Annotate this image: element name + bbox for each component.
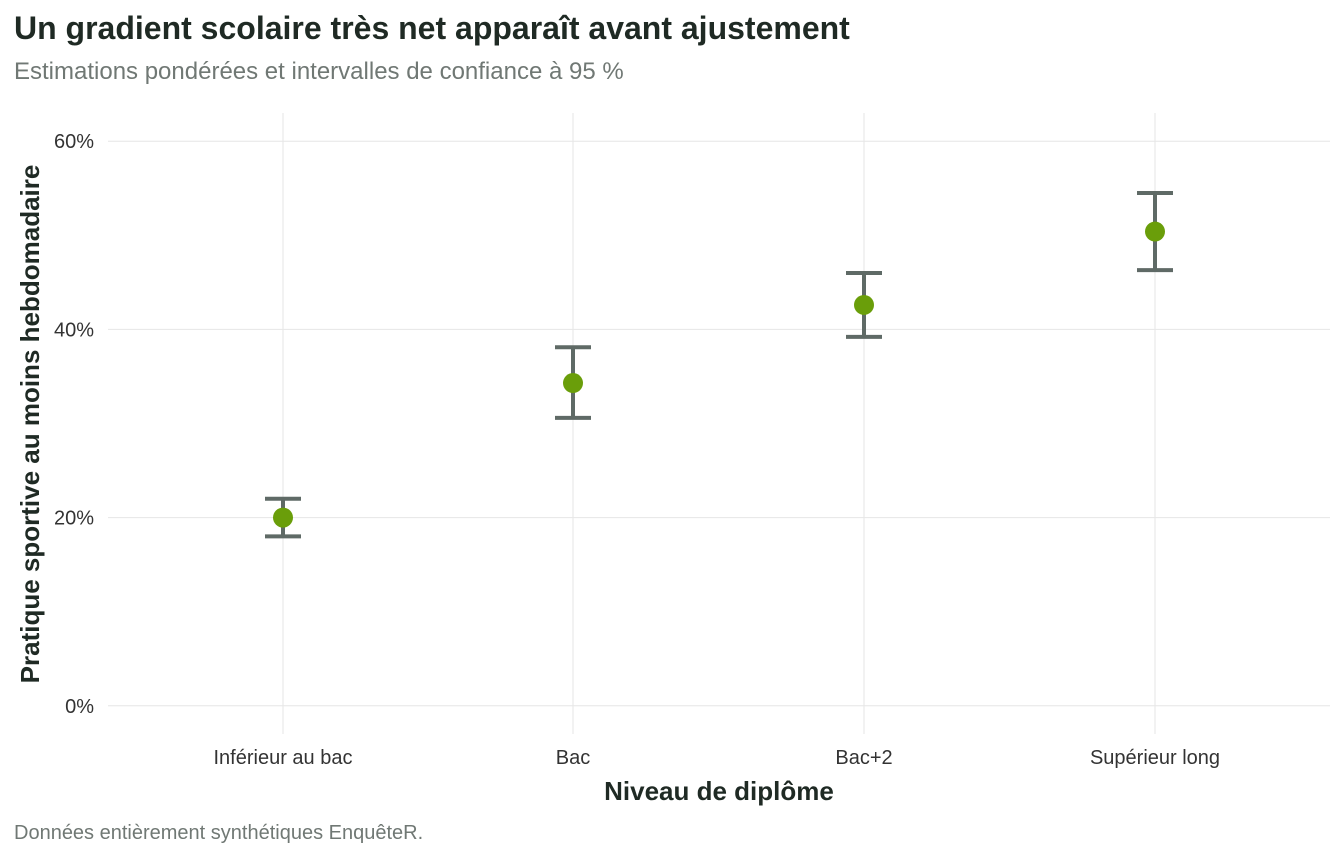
- x-axis-title: Niveau de diplôme: [604, 776, 834, 806]
- y-tick-label: 0%: [65, 696, 94, 718]
- data-point: [854, 294, 874, 315]
- data-marks: [265, 190, 1173, 539]
- y-axis-title: Pratique sportive au moins hebdomadaire: [15, 165, 45, 684]
- y-tick-label: 60%: [54, 131, 94, 153]
- chart-title: Un gradient scolaire très net apparaît a…: [14, 10, 850, 46]
- x-tick-label: Bac: [556, 747, 590, 769]
- data-point: [1145, 221, 1165, 242]
- data-point: [273, 507, 293, 528]
- y-tick-labels: 0% 20% 40% 60%: [54, 131, 94, 718]
- x-tick-labels: Inférieur au bac Bac Bac+2 Supérieur long: [214, 747, 1221, 769]
- chart-caption: Données entièrement synthétiques Enquête…: [14, 822, 424, 844]
- x-tick-label: Inférieur au bac: [214, 747, 353, 769]
- data-point: [563, 373, 583, 394]
- grid-lines: [108, 113, 1330, 734]
- y-tick-label: 40%: [54, 319, 94, 341]
- y-tick-label: 20%: [54, 508, 94, 530]
- x-tick-label: Supérieur long: [1090, 747, 1220, 769]
- x-tick-label: Bac+2: [835, 747, 892, 769]
- chart-subtitle: Estimations pondérées et intervalles de …: [14, 58, 624, 85]
